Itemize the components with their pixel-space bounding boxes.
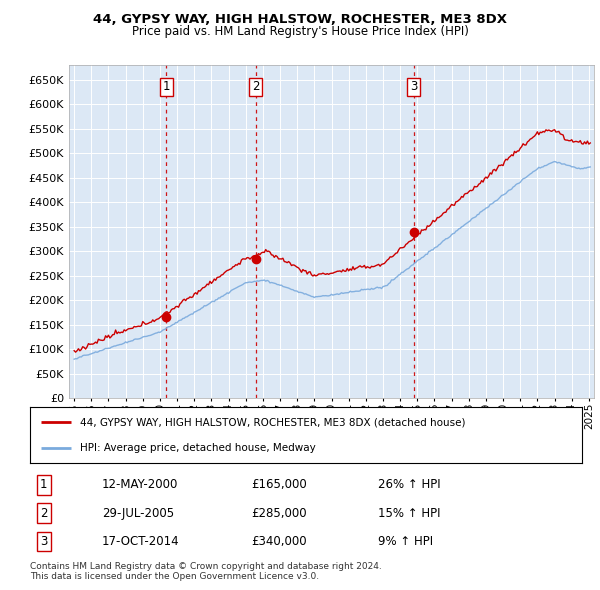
Text: 44, GYPSY WAY, HIGH HALSTOW, ROCHESTER, ME3 8DX (detached house): 44, GYPSY WAY, HIGH HALSTOW, ROCHESTER, … [80, 417, 465, 427]
Text: 1: 1 [40, 478, 47, 491]
Text: 3: 3 [40, 535, 47, 548]
Text: 15% ↑ HPI: 15% ↑ HPI [378, 507, 440, 520]
Text: 2: 2 [40, 507, 47, 520]
Text: 2: 2 [252, 80, 259, 93]
Text: 9% ↑ HPI: 9% ↑ HPI [378, 535, 433, 548]
Text: 1: 1 [163, 80, 170, 93]
Text: Price paid vs. HM Land Registry's House Price Index (HPI): Price paid vs. HM Land Registry's House … [131, 25, 469, 38]
Text: HPI: Average price, detached house, Medway: HPI: Average price, detached house, Medw… [80, 443, 316, 453]
Text: £165,000: £165,000 [251, 478, 307, 491]
Text: Contains HM Land Registry data © Crown copyright and database right 2024.
This d: Contains HM Land Registry data © Crown c… [30, 562, 382, 581]
Text: 44, GYPSY WAY, HIGH HALSTOW, ROCHESTER, ME3 8DX: 44, GYPSY WAY, HIGH HALSTOW, ROCHESTER, … [93, 13, 507, 26]
Text: £285,000: £285,000 [251, 507, 307, 520]
Text: 3: 3 [410, 80, 418, 93]
Text: 26% ↑ HPI: 26% ↑ HPI [378, 478, 440, 491]
Text: 29-JUL-2005: 29-JUL-2005 [102, 507, 174, 520]
Text: 17-OCT-2014: 17-OCT-2014 [102, 535, 179, 548]
Text: £340,000: £340,000 [251, 535, 307, 548]
Text: 12-MAY-2000: 12-MAY-2000 [102, 478, 178, 491]
